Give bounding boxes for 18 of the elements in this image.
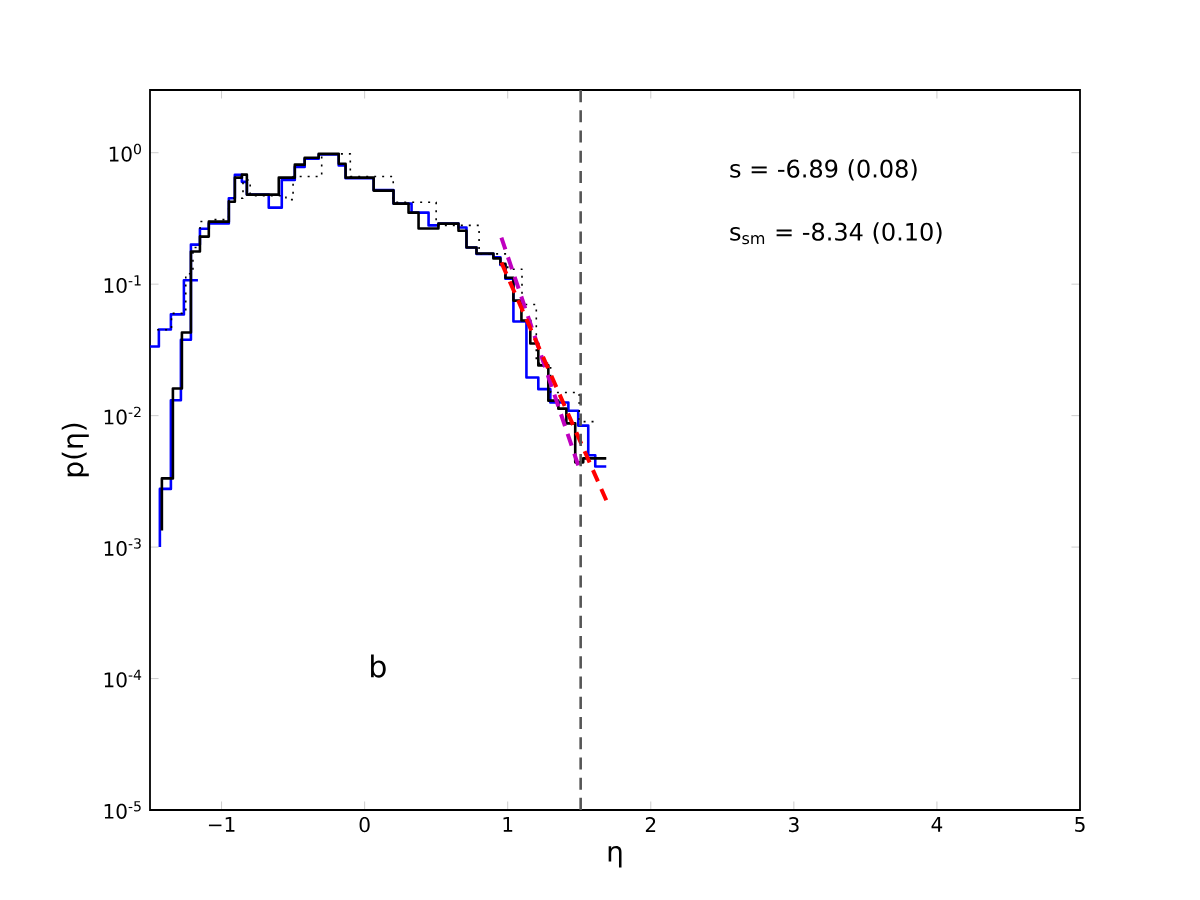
- y-tick-label: 10$^{-2}$: [104, 406, 141, 425]
- annotation: s$_{sm}$ = -8.34 (0.10): [730, 222, 942, 245]
- x-tick-label: 4: [931, 817, 943, 832]
- y-tick-label: 10$^{-3}$: [104, 538, 141, 557]
- y-axis-title: p(η): [61, 423, 89, 477]
- x-tick-label: 5: [1075, 817, 1085, 832]
- y-tick-label: 10$^{-1}$: [104, 275, 141, 294]
- x-tick-label: −1: [208, 817, 235, 832]
- y-tick-label: 10$^{-4}$: [104, 669, 142, 688]
- y-tick-label: 10$^{-5}$: [104, 801, 141, 819]
- x-tick-label: 2: [645, 817, 656, 832]
- annotation: s = -6.89 (0.08): [730, 159, 917, 181]
- x-axis-title: η: [608, 845, 622, 868]
- x-tick-label: 0: [359, 817, 370, 833]
- y-tick-label: 10$^{0}$: [109, 143, 141, 162]
- x-tick-label: 1: [503, 817, 513, 832]
- x-tick-label: 3: [789, 817, 799, 833]
- annotation: b: [371, 654, 386, 678]
